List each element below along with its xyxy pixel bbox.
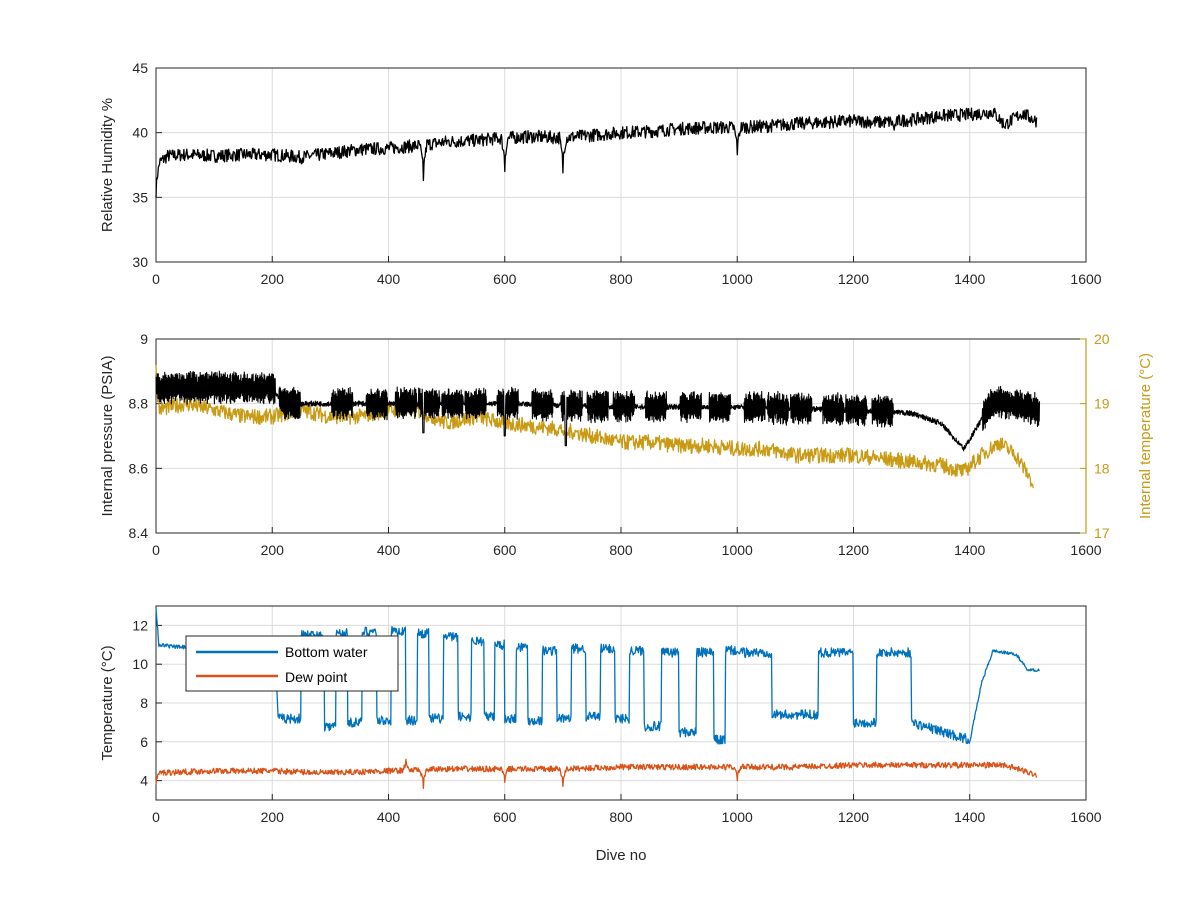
x-tick-label: 800 <box>609 271 633 287</box>
y-tick-label: 45 <box>132 60 148 76</box>
y-tick-label: 8.4 <box>129 525 149 541</box>
x-tick-label: 1400 <box>954 542 985 558</box>
y-tick-label: 6 <box>140 734 148 750</box>
y-axis-label: Internal pressure (PSIA) <box>99 356 116 517</box>
x-tick-label: 600 <box>493 809 517 825</box>
legend-label-bottom-water: Bottom water <box>285 644 368 660</box>
legend: Bottom water Dew point <box>185 635 399 692</box>
y2-tick-label: 17 <box>1094 525 1110 541</box>
y-tick-label: 35 <box>132 189 148 205</box>
x-tick-label: 1000 <box>722 542 753 558</box>
x-tick-label: 200 <box>261 809 285 825</box>
water-dewpoint-panel: 0 200 400 600 800 1000 1200 1400 1600 4 6 8 10 12 Temp… <box>99 605 1102 864</box>
x-tick-label: 200 <box>261 542 285 558</box>
y-tick-label: 30 <box>132 254 148 270</box>
x-tick-label: 1200 <box>838 271 869 287</box>
x-tick-label: 1600 <box>1070 542 1101 558</box>
x-tick-label: 0 <box>152 271 160 287</box>
x-tick-label: 1200 <box>838 542 869 558</box>
humidity-series-line <box>155 107 1038 198</box>
internal-temperature-line <box>155 364 1034 489</box>
x-tick-label: 1400 <box>954 271 985 287</box>
dew-point-line <box>155 758 1038 790</box>
x-tick-label: 600 <box>493 542 517 558</box>
x-tick-label: 600 <box>493 271 517 287</box>
x-tick-label: 400 <box>377 271 401 287</box>
x-tick-label: 400 <box>377 809 401 825</box>
x-tick-label: 400 <box>377 542 401 558</box>
y-tick-label: 8.6 <box>129 460 149 476</box>
y2-tick-label: 19 <box>1094 396 1110 412</box>
y-tick-label: 12 <box>132 617 148 633</box>
y-tick-label: 10 <box>132 656 148 672</box>
x-tick-label: 1600 <box>1070 809 1101 825</box>
y2-tick-label: 20 <box>1094 331 1110 347</box>
y2-axis-label: Internal temperature (°C) <box>1137 353 1154 519</box>
y-tick-label: 8.8 <box>129 396 149 412</box>
internal-pressure-line <box>155 370 1041 452</box>
x-tick-label: 0 <box>152 809 160 825</box>
x-axis-label: Dive no <box>596 847 647 864</box>
y-tick-label: 9 <box>140 331 148 347</box>
y-axis-label: Temperature (°C) <box>99 645 116 760</box>
legend-box <box>185 635 399 692</box>
x-tick-label: 1600 <box>1070 271 1101 287</box>
x-tick-label: 1000 <box>722 271 753 287</box>
y-tick-label: 4 <box>140 773 148 789</box>
x-tick-label: 1000 <box>722 809 753 825</box>
y-axis-label: Relative Humidity % <box>99 98 116 232</box>
x-tick-label: 1400 <box>954 809 985 825</box>
x-tick-label: 200 <box>261 271 285 287</box>
x-tick-label: 800 <box>609 809 633 825</box>
legend-label-dew-point: Dew point <box>285 669 347 685</box>
pressure-temperature-panel: 0 200 400 600 800 1000 1200 1400 1600 8.4 8.6 8.8 9 I… <box>99 331 1154 558</box>
x-tick-label: 1200 <box>838 809 869 825</box>
y-tick-label: 8 <box>140 695 148 711</box>
x-tick-label: 800 <box>609 542 633 558</box>
y-tick-label: 40 <box>132 125 148 141</box>
x-tick-label: 0 <box>152 542 160 558</box>
y2-tick-label: 18 <box>1094 460 1110 476</box>
humidity-panel: 0 200 400 600 800 1000 1200 1400 1600 30 35 40 45 Rel… <box>99 60 1102 287</box>
bottom-water-line <box>155 607 1041 745</box>
